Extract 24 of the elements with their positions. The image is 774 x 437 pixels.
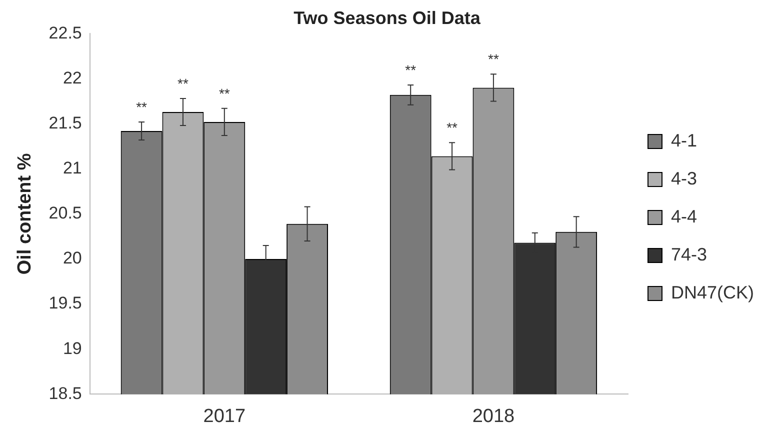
annotation: ** — [136, 98, 148, 115]
y-tick-label: 18.5 — [48, 384, 82, 403]
x-tick-label: 2018 — [472, 406, 515, 427]
y-tick-label: 21.5 — [48, 113, 82, 132]
y-axis-title: Oil content % — [14, 153, 36, 275]
legend-label: 4-1 — [670, 130, 698, 150]
annotation: ** — [405, 62, 417, 78]
legend-label: 4-3 — [670, 168, 698, 188]
x-tick-label: 2017 — [203, 406, 246, 427]
annotation: ** — [218, 85, 230, 102]
annotation: ** — [446, 120, 458, 136]
legend-label: DN47(CK) — [670, 282, 754, 302]
y-tick-label: 19.5 — [48, 294, 82, 313]
y-tick-label: 22 — [62, 68, 82, 88]
y-tick-label: 22.5 — [48, 23, 82, 42]
y-tick-label: 21 — [62, 158, 82, 178]
legend-label: 74-3 — [670, 244, 708, 264]
legend-label: 4-4 — [670, 206, 698, 226]
y-tick-label: 19 — [62, 338, 82, 358]
y-tick-label: 20.5 — [48, 204, 82, 223]
chart-title: Two Seasons Oil Data — [294, 8, 482, 28]
annotation: ** — [488, 51, 500, 68]
annotation: ** — [178, 75, 189, 92]
y-tick-label: 20 — [62, 248, 82, 268]
